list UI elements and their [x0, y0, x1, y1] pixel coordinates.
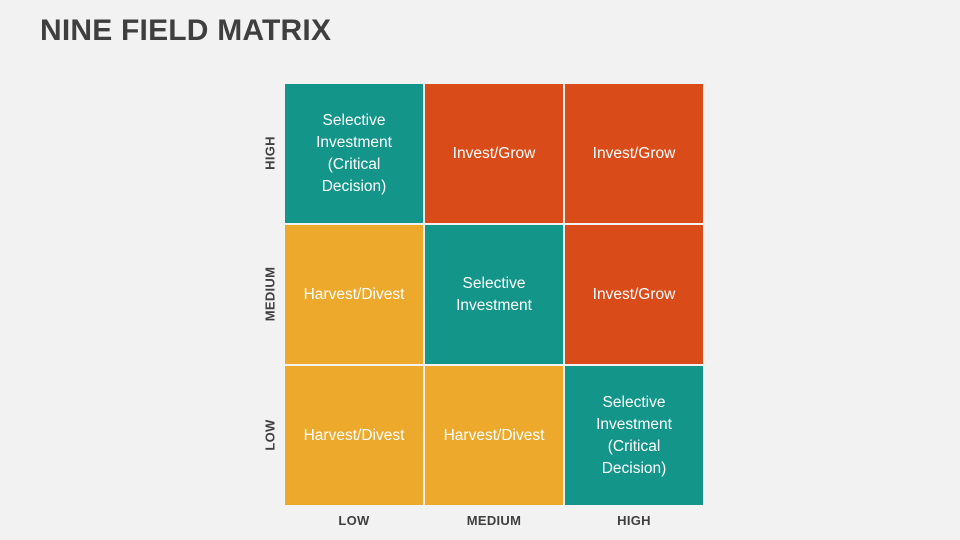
matrix-cell-high-low: Selective Investment (Critical Decision): [285, 84, 423, 223]
matrix-cell-medium-medium: Selective Investment: [425, 225, 563, 364]
x-axis-label-high: HIGH: [617, 513, 651, 528]
matrix-cell-medium-low: Harvest/Divest: [285, 225, 423, 364]
matrix-cell-low-high: Selective Investment (Critical Decision): [565, 366, 703, 505]
matrix-cell-low-medium: Harvest/Divest: [425, 366, 563, 505]
page-title: NINE FIELD MATRIX: [40, 14, 332, 47]
matrix-cell-high-medium: Invest/Grow: [425, 84, 563, 223]
matrix-cell-low-low: Harvest/Divest: [285, 366, 423, 505]
matrix-cell-medium-high: Invest/Grow: [565, 225, 703, 364]
matrix-cell-high-high: Invest/Grow: [565, 84, 703, 223]
nine-field-matrix: Selective Investment (Critical Decision)…: [285, 84, 703, 505]
x-axis-label-medium: MEDIUM: [466, 513, 522, 528]
x-axis-label-low: LOW: [338, 513, 370, 528]
